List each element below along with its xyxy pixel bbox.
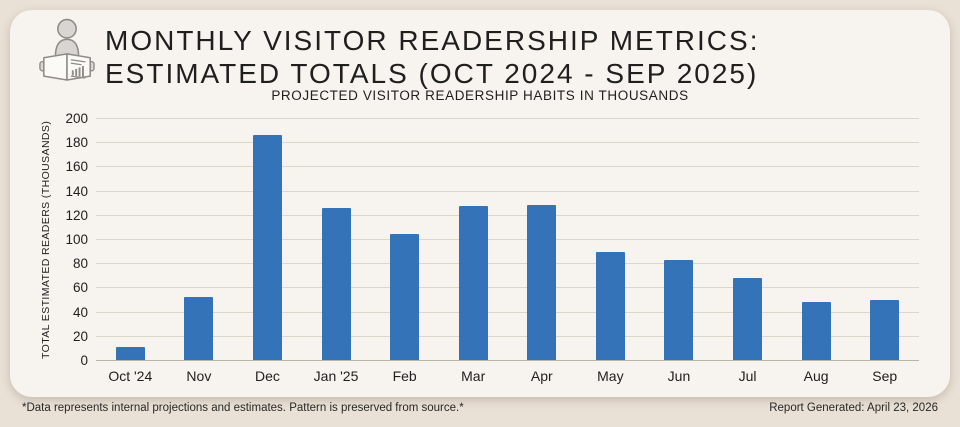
- footnote: *Data represents internal projections an…: [22, 402, 464, 414]
- gridline: [96, 287, 919, 289]
- gridline: [96, 118, 919, 119]
- y-tick-label: 160: [65, 159, 88, 175]
- reader-icon-svg: [39, 18, 95, 81]
- x-tick-label: Jan '25: [313, 368, 359, 384]
- gridline: [96, 166, 919, 168]
- report-generated-date: Report Generated: April 23, 2026: [769, 402, 938, 414]
- bar: [870, 299, 900, 360]
- chart-subtitle: PROJECTED VISITOR READERSHIP HABITS IN T…: [271, 88, 689, 103]
- y-tick-label: 20: [72, 328, 88, 344]
- person-reading-newspaper-icon: [38, 18, 96, 84]
- bar: [595, 252, 625, 360]
- x-axis-ticks: Oct '24 Nov Dec Jan '25 Feb Mar Apr May Jun Jul Au…: [96, 368, 919, 388]
- bar: [664, 259, 694, 360]
- bar: [801, 301, 831, 360]
- x-tick-label: Feb: [392, 368, 417, 384]
- bar: [115, 346, 145, 360]
- y-tick-label: 40: [72, 304, 88, 320]
- gridline: [96, 214, 919, 216]
- x-tick-label: Jun: [667, 368, 691, 384]
- x-tick-label: Apr: [530, 368, 553, 384]
- plot-area: [96, 118, 919, 361]
- x-tick-label: Sep: [872, 368, 898, 384]
- report-title-line2: ESTIMATED TOTALS (OCT 2024 - SEP 2025): [105, 58, 759, 89]
- x-axis-line: [96, 359, 919, 361]
- report-title-line1: MONTHLY VISITOR READERSHIP METRICS:: [105, 25, 760, 56]
- bar: [184, 297, 214, 360]
- bar: [527, 205, 557, 360]
- y-tick-label: 60: [72, 280, 88, 296]
- x-tick-label: May: [597, 368, 624, 384]
- gridline: [96, 335, 919, 337]
- report-card: MONTHLY VISITOR READERSHIP METRICS: ESTI…: [10, 10, 950, 397]
- y-tick-label: 140: [65, 183, 88, 199]
- y-tick-label: 0: [80, 353, 88, 368]
- y-tick-label: 120: [65, 207, 88, 223]
- gridline: [96, 190, 919, 192]
- bar: [458, 206, 488, 360]
- y-tick-label: 80: [72, 256, 88, 272]
- gridline: [96, 263, 919, 265]
- y-axis-ticks: 0 20 40 60 80 100 120 140 160 180 200: [50, 111, 88, 368]
- x-tick-label: Mar: [461, 368, 486, 384]
- bar: [390, 234, 420, 360]
- y-tick-label: 200: [65, 111, 88, 126]
- x-tick-label: Jul: [738, 368, 757, 384]
- bar: [733, 277, 763, 360]
- y-tick-label: 100: [65, 232, 88, 247]
- x-tick-label: Dec: [255, 368, 280, 384]
- gridline: [96, 142, 919, 144]
- gridline: [96, 311, 919, 313]
- x-tick-label: Aug: [803, 368, 829, 384]
- bar: [321, 207, 351, 360]
- y-tick-label: 180: [65, 135, 88, 151]
- report-title: MONTHLY VISITOR READERSHIP METRICS: ESTI…: [105, 24, 759, 90]
- x-tick-label: Nov: [186, 368, 212, 384]
- bar: [252, 134, 282, 360]
- gridline: [96, 239, 919, 240]
- x-tick-label: Oct '24: [108, 368, 153, 384]
